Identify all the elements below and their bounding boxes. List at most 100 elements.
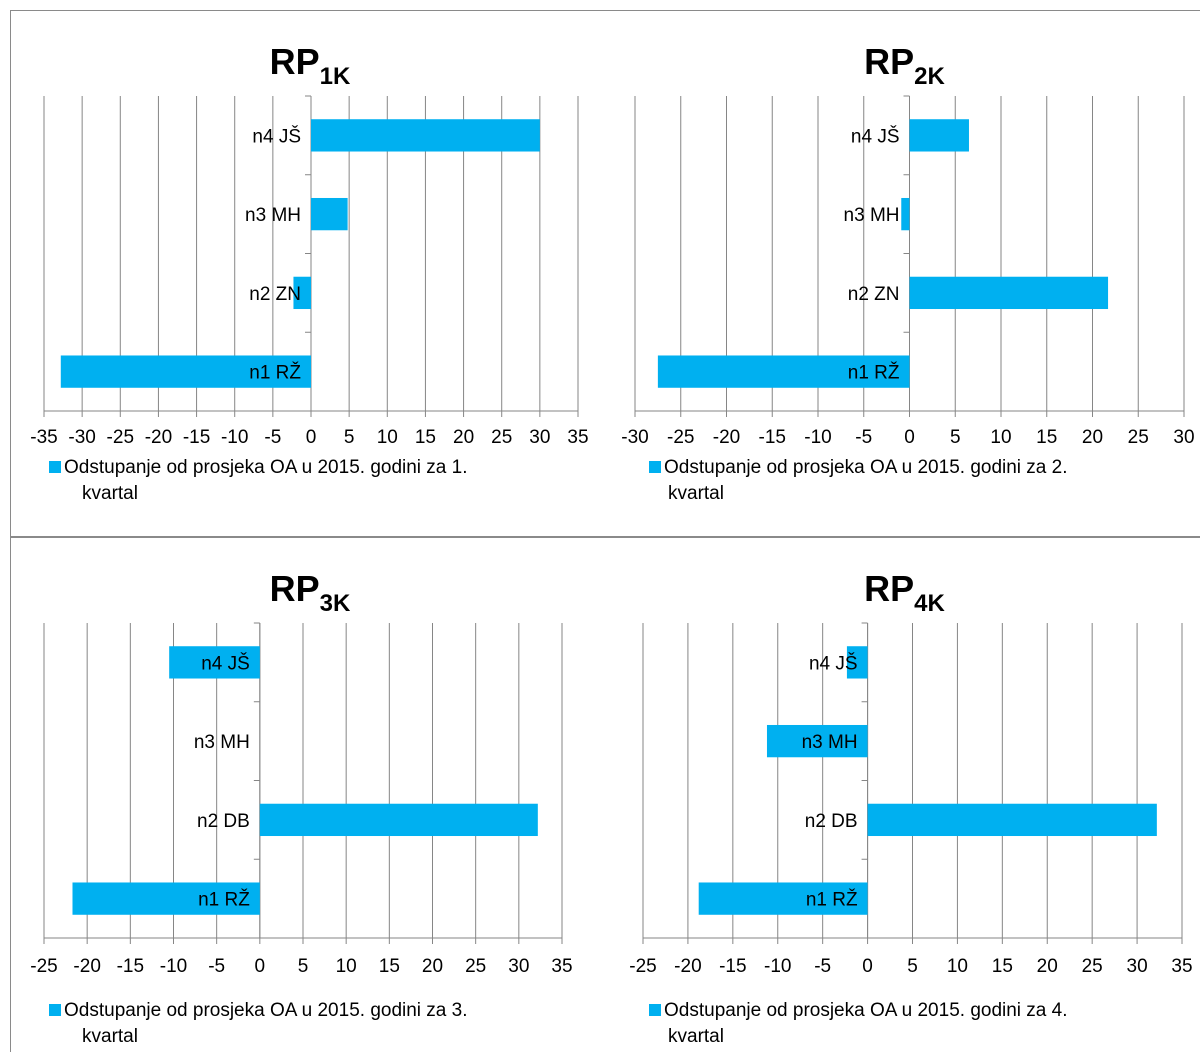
x-tick-label: -15 xyxy=(759,427,786,448)
x-tick-label: -5 xyxy=(855,427,872,448)
legend-label: Odstupanje od prosjeka OA u 2015. godini… xyxy=(64,1000,468,1021)
x-tick-label: 10 xyxy=(947,956,968,977)
bar xyxy=(259,803,538,837)
chart-title: RP1K xyxy=(269,41,351,90)
category-label: n3 MH xyxy=(245,205,301,226)
x-tick-label: 10 xyxy=(377,427,398,448)
legend-swatch xyxy=(49,461,61,473)
legend-swatch xyxy=(649,1004,661,1016)
category-label: n2 ZN xyxy=(848,284,900,305)
x-tick-label: 10 xyxy=(336,956,357,977)
x-tick-label: -30 xyxy=(621,427,648,448)
x-tick-label: -10 xyxy=(804,427,831,448)
bar xyxy=(311,119,540,152)
category-label: n2 DB xyxy=(805,811,858,832)
x-tick-label: -35 xyxy=(30,427,57,448)
x-tick-label: 5 xyxy=(344,427,355,448)
category-label: n4 JŠ xyxy=(201,652,250,674)
x-tick-label: 25 xyxy=(491,427,512,448)
legend-label: Odstupanje od prosjeka OA u 2015. godini… xyxy=(64,457,468,478)
bar xyxy=(311,197,348,231)
x-tick-label: -15 xyxy=(183,427,210,448)
chart-plot: -25 -20 -15 -10 -5 0 5 10 15 20 25 30 35 n1 RŽ n2 DB n3… xyxy=(30,622,573,977)
chart-legend: Odstupanje od prosjeka OA u 2015. godini… xyxy=(649,455,1068,507)
x-tick-label: -25 xyxy=(107,427,134,448)
chart-legend: Odstupanje od prosjeka OA u 2015. godini… xyxy=(49,998,468,1050)
legend-label: Odstupanje od prosjeka OA u 2015. godini… xyxy=(664,457,1068,478)
category-label: n2 ZN xyxy=(249,284,301,305)
bar xyxy=(846,646,868,679)
chart-title-subscript: 3K xyxy=(319,590,351,617)
category-label: n2 DB xyxy=(197,811,250,832)
x-tick-label: -25 xyxy=(667,427,694,448)
x-tick-label: 35 xyxy=(1171,956,1192,977)
chart-plot: -30 -25 -20 -15 -10 -5 0 5 10 15 20 25 30 n1 RŽ n2 ZN n… xyxy=(621,95,1195,448)
x-tick-label: 25 xyxy=(1082,956,1103,977)
category-label: n1 RŽ xyxy=(198,889,250,911)
legend-label: Odstupanje od prosjeka OA u 2015. godini… xyxy=(664,1000,1068,1021)
chart-legend: Odstupanje od prosjeka OA u 2015. godini… xyxy=(49,455,468,507)
legend-swatch xyxy=(649,461,661,473)
x-tick-label: -20 xyxy=(713,427,740,448)
x-tick-label: 0 xyxy=(255,956,266,977)
category-label: n3 MH xyxy=(802,732,858,753)
x-tick-label: -10 xyxy=(160,956,187,977)
x-tick-label: 30 xyxy=(1173,427,1194,448)
bar xyxy=(657,355,910,388)
x-tick-label: 20 xyxy=(422,956,443,977)
legend-label-continuation: kvartal xyxy=(82,483,138,504)
bar xyxy=(698,882,868,915)
x-tick-label: -20 xyxy=(73,956,100,977)
x-tick-label: -15 xyxy=(719,956,746,977)
bar xyxy=(766,724,868,758)
x-tick-label: 5 xyxy=(298,956,309,977)
x-tick-label: 35 xyxy=(551,956,572,977)
category-label: n1 RŽ xyxy=(806,889,858,911)
chart-title: RP4K xyxy=(864,568,945,617)
chart-panel-q4: RP4K -25 -20 -15 -10 -5 0 5 10 15 20 25 30 35 n1 RŽ n2… xyxy=(609,537,1200,1052)
chart-title-subscript: 2K xyxy=(914,63,945,90)
bar xyxy=(293,276,311,310)
bar xyxy=(72,882,260,915)
chart-legend: Odstupanje od prosjeka OA u 2015. godini… xyxy=(649,998,1068,1050)
legend-swatch xyxy=(49,1004,61,1016)
x-tick-label: 25 xyxy=(465,956,486,977)
chart-title-subscript: 4K xyxy=(914,590,945,617)
bar xyxy=(169,646,260,679)
x-tick-label: 30 xyxy=(508,956,529,977)
chart-panel-q3: RP3K -25 -20 -15 -10 -5 0 5 10 15 20 25 30 35 n1 RŽ n2… xyxy=(10,537,610,1052)
bar xyxy=(867,803,1157,837)
bar xyxy=(909,119,969,152)
x-tick-label: -25 xyxy=(30,956,57,977)
x-tick-label: 0 xyxy=(306,427,317,448)
x-tick-label: 0 xyxy=(862,956,873,977)
chart-plot: -35 -30 -25 -20 -15 -10 -5 0 5 10 15 20 25 30 35 n1 RŽ n… xyxy=(30,95,589,448)
x-tick-label: 20 xyxy=(453,427,474,448)
x-tick-label: -25 xyxy=(629,956,656,977)
x-tick-label: -30 xyxy=(68,427,95,448)
x-tick-label: 20 xyxy=(1037,956,1058,977)
x-tick-label: 15 xyxy=(415,427,436,448)
category-label: n4 JŠ xyxy=(851,125,900,147)
x-tick-label: 10 xyxy=(990,427,1011,448)
category-label: n3 MH xyxy=(194,732,250,753)
x-tick-label: 5 xyxy=(950,427,961,448)
x-tick-label: 0 xyxy=(904,427,915,448)
legend-label-continuation: kvartal xyxy=(668,1026,724,1047)
x-tick-label: -15 xyxy=(117,956,144,977)
category-label: n3 MH xyxy=(844,205,900,226)
legend-label-continuation: kvartal xyxy=(668,483,724,504)
chart-plot: -25 -20 -15 -10 -5 0 5 10 15 20 25 30 35 n1 RŽ n2 DB n3… xyxy=(629,622,1193,977)
x-tick-label: 30 xyxy=(1127,956,1148,977)
legend-label-continuation: kvartal xyxy=(82,1026,138,1047)
category-label: n4 JŠ xyxy=(252,125,301,147)
x-tick-label: 5 xyxy=(907,956,918,977)
x-tick-label: 30 xyxy=(529,427,550,448)
x-tick-label: 25 xyxy=(1128,427,1149,448)
x-tick-label: 20 xyxy=(1082,427,1103,448)
chart-title-subscript: 1K xyxy=(319,63,351,90)
chart-title: RP3K xyxy=(269,568,351,617)
chart-title: RP2K xyxy=(864,41,945,90)
category-label: n1 RŽ xyxy=(848,362,900,384)
category-label: n1 RŽ xyxy=(249,362,301,384)
